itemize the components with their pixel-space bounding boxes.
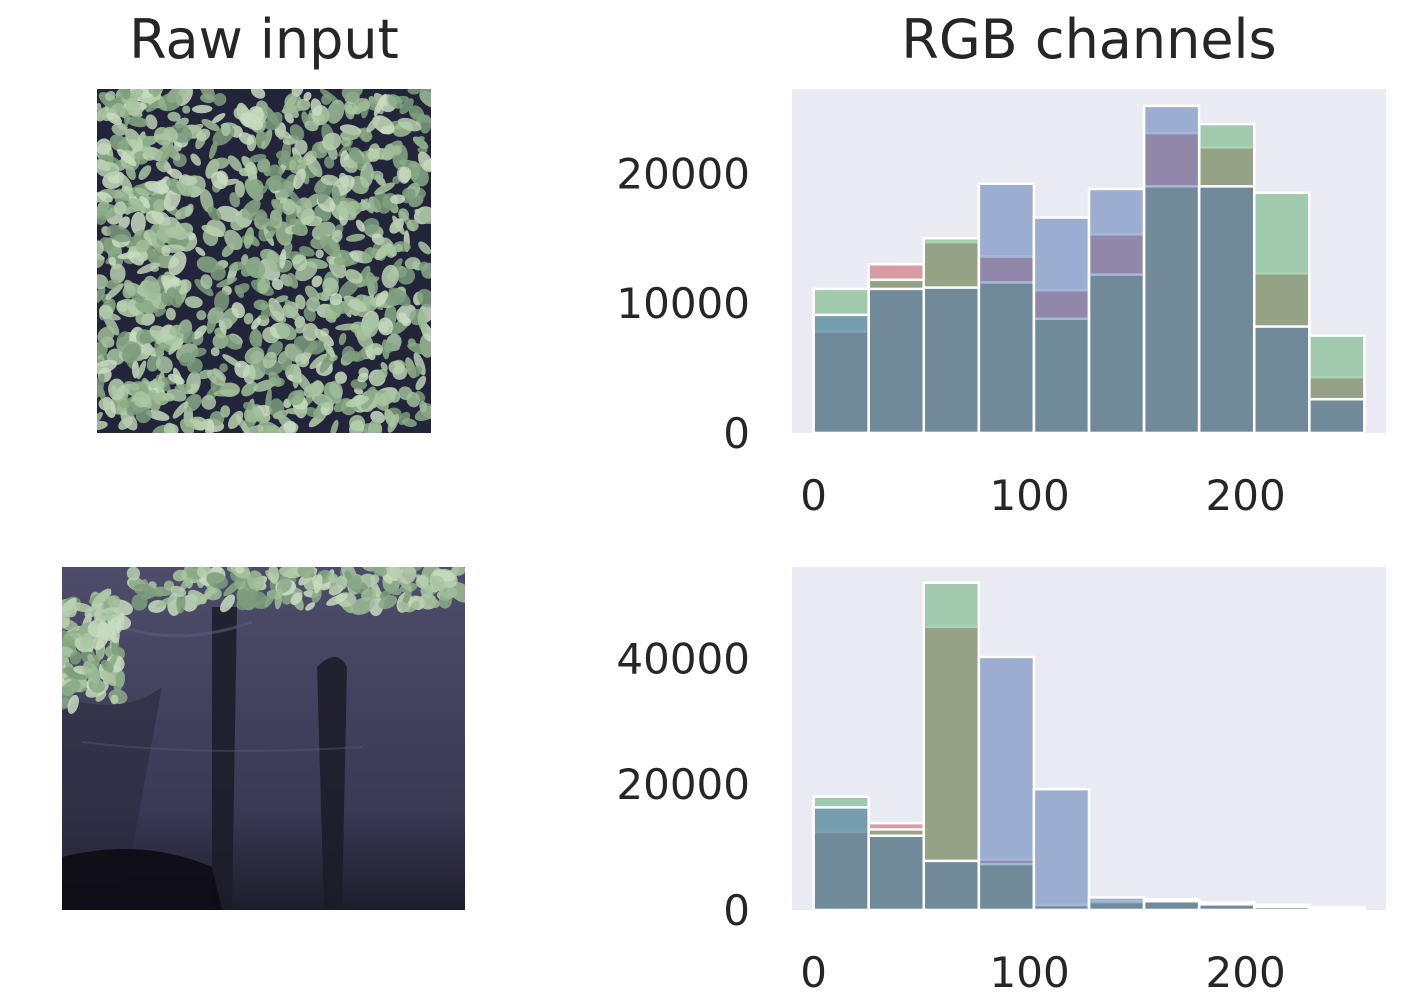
column-title-raw-input: Raw input — [129, 8, 399, 71]
y-tick-label: 20000 — [616, 760, 750, 809]
x-tick-label: 200 — [1206, 948, 1286, 997]
histogram-bar-blue — [977, 182, 1036, 435]
y-tick-label: 0 — [723, 886, 750, 935]
raw-input-image-1 — [97, 89, 431, 433]
histogram-bar-blue — [1142, 104, 1201, 435]
x-tick-label: 100 — [990, 948, 1070, 997]
histogram-bar-blue — [867, 834, 926, 912]
x-tick-label: 0 — [800, 471, 827, 520]
rgb-histogram-2: 0 20000 40000 0 100 200 — [616, 567, 1386, 997]
histogram-bar-blue — [1252, 325, 1311, 435]
histogram-bar-blue — [812, 313, 870, 435]
histogram-bar-blue — [1308, 397, 1366, 435]
histogram-bar-blue — [1032, 787, 1091, 912]
histogram-bar-blue — [1197, 185, 1256, 435]
histogram-bar-blue — [1197, 903, 1256, 912]
x-tick-label: 100 — [990, 471, 1070, 520]
y-tick-label: 20000 — [616, 149, 750, 198]
histogram-bar-blue — [922, 286, 981, 435]
histogram-bar-blue — [1087, 187, 1146, 435]
y-tick-label: 40000 — [616, 634, 750, 683]
histogram-bar-blue — [922, 859, 981, 912]
histogram-bar-blue — [1087, 896, 1146, 912]
x-tick-label: 0 — [800, 948, 827, 997]
raw-input-image-2 — [62, 567, 465, 910]
histogram-bar-blue — [1308, 907, 1366, 912]
histogram-bar-blue — [812, 806, 870, 912]
column-title-rgb-channels: RGB channels — [901, 8, 1277, 71]
y-tick-label: 10000 — [616, 279, 750, 328]
histogram-bar-blue — [867, 287, 926, 435]
rgb-histogram-1: 0 10000 20000 0 100 200 — [616, 89, 1386, 520]
histogram-bar-blue — [1252, 905, 1311, 912]
histogram-bar-blue — [1032, 216, 1091, 435]
histogram-bar-blue — [1142, 899, 1201, 912]
histogram-bar-green — [922, 581, 981, 912]
histogram-bar-blue — [977, 655, 1036, 912]
y-tick-label: 0 — [723, 409, 750, 458]
x-tick-label: 200 — [1206, 471, 1286, 520]
